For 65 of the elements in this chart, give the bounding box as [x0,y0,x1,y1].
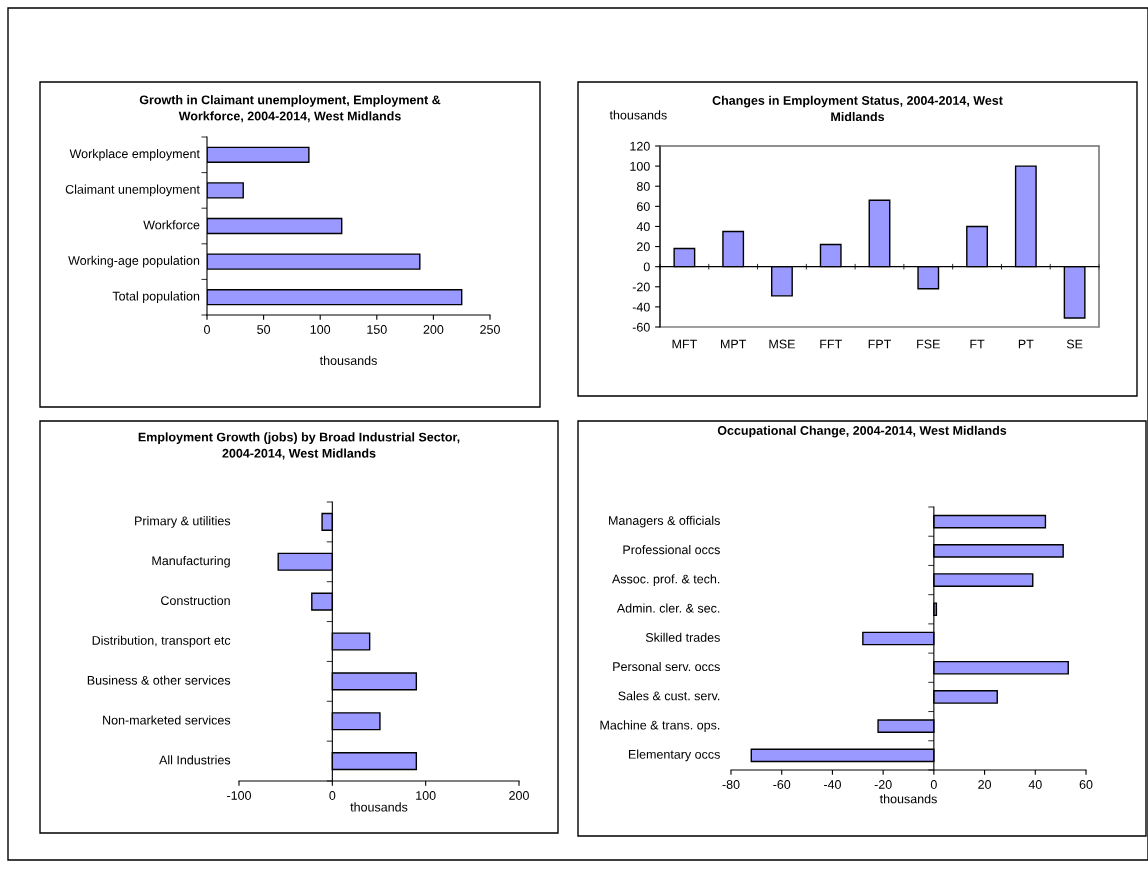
x-tick-label: FPT [868,339,892,349]
x-tick-label: 60 [1079,780,1093,789]
y-tick-label: Working-age population [68,255,200,268]
x-tick-label: MSE [769,339,795,349]
y-tick-label: Primary & utilities [135,516,231,528]
x-tick-label: SE [1066,339,1083,349]
x-tick-label: 200 [423,325,444,334]
x-tick-label: MFT [672,339,697,349]
x-tick-label: -60 [773,780,791,789]
x-tick-label: -40 [823,780,841,789]
y-tick-label: 60 [637,202,650,211]
y-tick-label: Workforce [143,220,200,230]
x-tick-label: MPT [721,339,747,349]
y-tick-label: Claimant unemployment [65,184,200,197]
y-tick-label: -40 [632,302,650,312]
y-tick-label: 120 [630,141,650,151]
y-tick-label: Managers & officials [609,515,720,528]
x-tick-label: 20 [978,780,992,789]
y-tick-label: 80 [636,182,650,191]
x-axis-title: thousands [350,802,408,812]
x-tick-label: 100 [416,791,436,800]
y-tick-label: Elementary occs [628,749,720,762]
chart-title: Changes in Employment Status, 2004-2014, West Midlands [712,95,1003,122]
y-tick-label: Total population [112,291,200,304]
x-tick-label: PT [1018,339,1034,349]
y-tick-label: Assoc. prof. & tech. [612,574,720,586]
x-tick-label: 200 [509,791,529,800]
y-tick-label: 0 [643,262,650,272]
y-tick-label: Business & other services [87,675,231,685]
x-tick-label: 150 [367,325,387,334]
x-tick-label: -80 [722,780,740,789]
x-tick-label: FFT [820,339,842,349]
chart-title: Employment Growth (jobs) by Broad Industrial Sector, 2004-2014, West Midlands [138,432,460,460]
y-tick-label: Non-marketed services [103,715,231,725]
y-tick-label: 100 [630,161,650,171]
y-tick-label: Professional occs [623,545,720,555]
y-tick-label: Distribution, transport etc [92,635,231,648]
x-tick-label: 50 [257,325,271,334]
y-tick-label: Sales & cust. serv. [618,691,720,701]
x-tick-label: 100 [310,325,331,334]
y-axis-title: thousands [609,110,667,120]
x-tick-label: 40 [1028,780,1042,789]
y-tick-label: Skilled trades [645,632,720,642]
x-tick-label: FSE [917,339,940,349]
y-tick-label: 40 [636,222,650,232]
y-tick-label: Construction [161,595,230,605]
y-tick-label: -20 [632,282,650,292]
y-tick-label: All Industries [159,755,231,765]
y-tick-label: Machine & trans. ops. [600,720,720,732]
x-axis-title: thousands [319,355,377,365]
x-axis-title: thousands [879,794,937,804]
y-tick-label: Manufacturing [152,555,230,568]
x-tick-label: -20 [874,780,892,789]
chart-title: Occupational Change, 2004-2014, West Midlands [717,425,1007,438]
y-tick-label: Personal serv. occs [613,661,720,672]
chart-title: Growth in Claimant unemployment, Employment & Workforce, 2004-2014, West Midlands [139,95,441,123]
x-tick-label: 0 [930,780,937,789]
x-tick-label: 0 [329,791,336,800]
x-tick-label: -100 [227,791,252,800]
x-tick-label: 0 [204,325,210,334]
y-tick-label: Workplace employment [69,148,200,161]
y-tick-label: 20 [637,242,650,252]
x-tick-label: 250 [480,325,500,334]
x-tick-label: FT [970,339,985,349]
y-tick-label: Admin. cler. & sec. [616,603,720,613]
